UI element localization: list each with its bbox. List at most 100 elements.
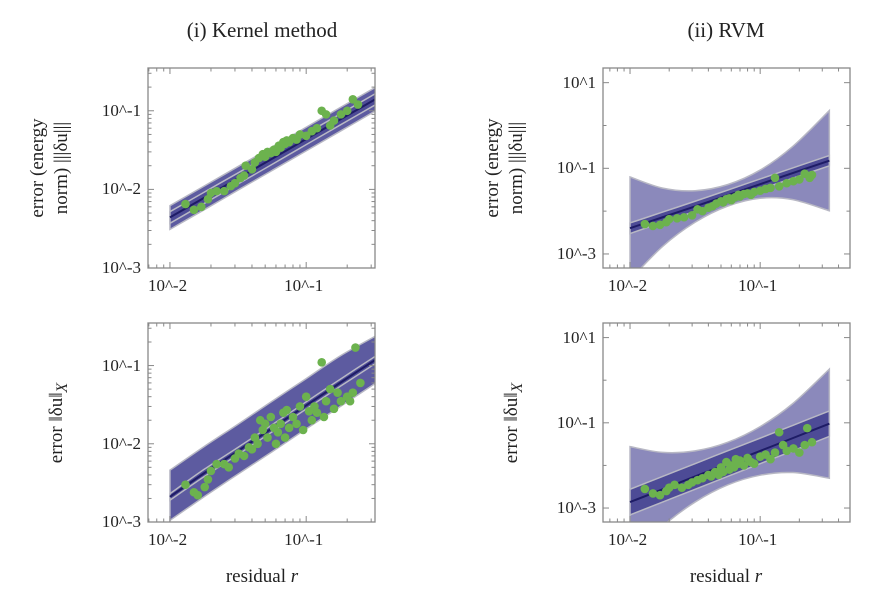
data-point xyxy=(807,170,817,180)
data-point xyxy=(782,178,792,188)
data-point xyxy=(241,161,251,171)
panel-top-right xyxy=(602,67,851,269)
data-point xyxy=(181,199,190,209)
y-tick-label: 10^-1 xyxy=(556,412,596,432)
y-tick-label: 10^-3 xyxy=(556,243,596,263)
x-tick-label: 10^-1 xyxy=(284,530,324,549)
data-point xyxy=(664,214,674,224)
y-tick-label: 10^-1 xyxy=(101,355,141,375)
data-point xyxy=(351,343,360,352)
data-point xyxy=(230,178,240,188)
x-label-text: residual xyxy=(225,566,286,587)
data-point xyxy=(200,482,210,492)
y-tick-label: 10^-2 xyxy=(101,179,141,199)
panel-bottom-left xyxy=(147,322,376,523)
data-point xyxy=(212,186,221,196)
y-tick-label: 10^-2 xyxy=(101,433,141,453)
axes-frame xyxy=(147,322,376,523)
data-point xyxy=(807,437,817,447)
data-point xyxy=(679,212,689,222)
axes-frame xyxy=(147,67,376,269)
y-tick-label: 10^-3 xyxy=(101,258,141,277)
fit-line xyxy=(169,98,375,219)
data-point xyxy=(280,433,290,442)
data-point xyxy=(353,100,363,109)
data-point xyxy=(189,205,199,215)
data-point xyxy=(348,94,358,104)
data-point xyxy=(329,404,339,414)
data-point xyxy=(181,480,190,489)
data-point xyxy=(282,405,292,415)
data-point xyxy=(321,396,331,406)
data-point xyxy=(312,123,322,133)
data-point xyxy=(273,428,283,437)
x-tick-label: 10^-2 xyxy=(147,530,188,549)
y-tick-label: 10^1 xyxy=(562,327,596,347)
data-point xyxy=(648,489,658,498)
data-point xyxy=(312,408,322,417)
data-point xyxy=(321,110,331,119)
data-point xyxy=(356,378,365,388)
data-point xyxy=(284,423,294,433)
x-label-text: residual xyxy=(689,566,750,587)
data-point xyxy=(348,388,358,397)
data-point xyxy=(292,419,301,429)
data-point xyxy=(766,183,775,193)
data-point xyxy=(342,106,352,116)
data-point xyxy=(345,396,355,406)
data-point xyxy=(795,175,804,184)
x-tick-label: 10^-2 xyxy=(608,530,648,549)
data-point xyxy=(648,221,658,231)
data-point xyxy=(307,415,317,425)
data-point xyxy=(325,384,335,394)
panel-top-left xyxy=(147,67,376,269)
data-point xyxy=(319,412,329,422)
data-point xyxy=(672,214,682,223)
data-point xyxy=(276,419,285,429)
data-point xyxy=(802,423,812,433)
data-point xyxy=(197,202,206,212)
data-point xyxy=(336,110,346,119)
y-tick-label: 10^-1 xyxy=(101,100,141,120)
panel-bottom-right xyxy=(602,322,851,523)
x-tick-label: 10^-1 xyxy=(738,530,778,549)
x-label-var: r xyxy=(754,566,763,587)
data-point xyxy=(288,412,298,422)
data-point xyxy=(301,392,311,401)
data-point xyxy=(770,448,780,457)
x-axis-label-rvm: residual r xyxy=(690,566,762,588)
data-point xyxy=(739,461,749,470)
data-point xyxy=(795,448,804,457)
x-axis-label-kernel: residual r xyxy=(226,566,298,588)
data-point xyxy=(749,459,759,468)
data-point xyxy=(670,480,679,490)
data-point xyxy=(271,439,281,449)
data-point xyxy=(336,396,346,406)
y-tick-label: 10^1 xyxy=(562,72,596,92)
data-point xyxy=(655,490,665,500)
data-point xyxy=(266,412,276,422)
data-point xyxy=(774,182,784,191)
y-tick-label: 10^-1 xyxy=(556,158,596,178)
data-point xyxy=(770,173,780,183)
data-point xyxy=(253,439,262,449)
data-point xyxy=(298,425,308,435)
data-point xyxy=(247,444,257,454)
column-title-kernel: (i) Kernel method xyxy=(186,18,338,42)
data-point xyxy=(260,419,270,429)
data-point xyxy=(317,358,327,367)
data-point xyxy=(206,466,216,476)
data-point xyxy=(239,451,249,461)
data-point xyxy=(212,459,221,469)
data-point xyxy=(329,116,339,125)
column-title-rvm: (ii) RVM xyxy=(687,18,765,42)
data-point xyxy=(766,454,775,464)
data-point xyxy=(239,171,249,180)
data-point xyxy=(640,484,650,494)
data-point xyxy=(687,210,697,220)
x-tick-label: 10^-2 xyxy=(608,276,648,295)
data-point xyxy=(193,490,203,500)
data-point xyxy=(203,475,213,484)
data-point xyxy=(219,186,229,196)
